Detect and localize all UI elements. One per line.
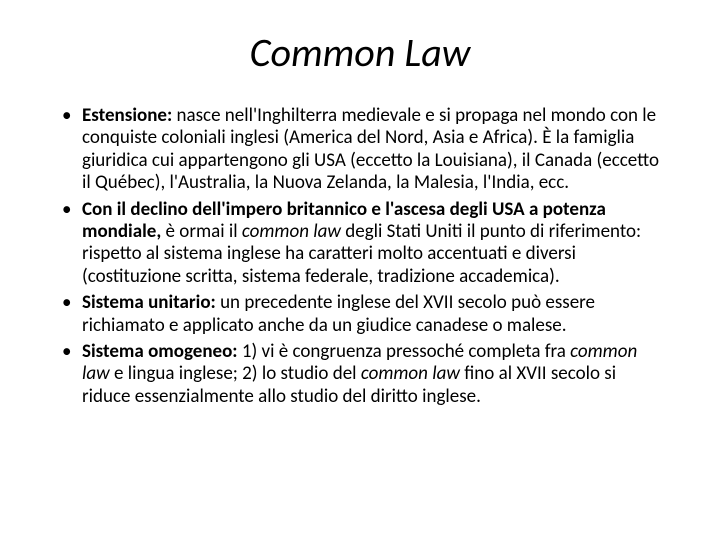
bullet-list: Estensione: nasce nell'Inghilterra medie… [56, 105, 664, 408]
list-item: Con il declino dell'impero britannico e … [56, 199, 664, 289]
list-item: Sistema unitario: un precedente inglese … [56, 292, 664, 337]
slide-title: Common Law [56, 28, 664, 77]
bullet-lead: Sistema unitario: [82, 291, 216, 314]
list-item: Sistema omogeneo: 1) vi è congruenza pre… [56, 341, 664, 408]
bullet-text: è ormai il [161, 220, 242, 243]
bullet-italic: common law [361, 362, 460, 385]
bullet-text: 1) vi è congruenza pressoché completa fr… [238, 340, 571, 363]
bullet-italic: common law [242, 220, 341, 243]
list-item: Estensione: nasce nell'Inghilterra medie… [56, 105, 664, 195]
bullet-text: e lingua inglese; 2) lo studio del [110, 362, 361, 385]
bullet-lead: Sistema omogeneo: [82, 340, 238, 363]
slide: Common Law Estensione: nasce nell'Inghil… [0, 0, 720, 540]
bullet-lead: Estensione: [82, 104, 172, 127]
